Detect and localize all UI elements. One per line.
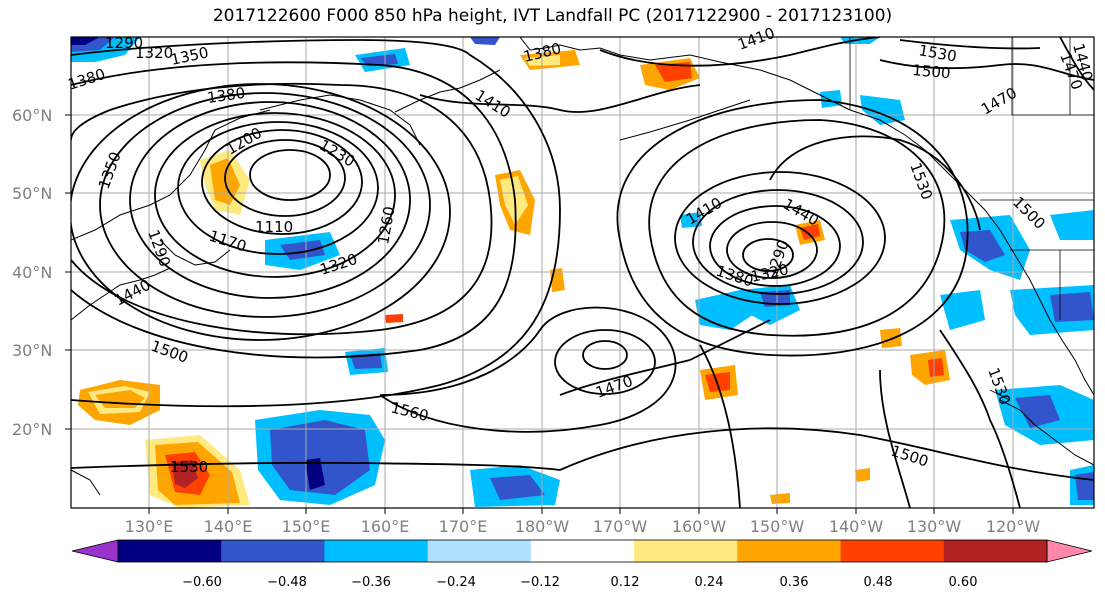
colorbar-cell [840,540,945,562]
map-panel: 1290 1320 1350 1380 1380 1350 1290 1170 … [12,24,1096,536]
contour-label: 1290 [105,34,143,52]
lon-label: 140°W [829,517,884,536]
colorbar-tick: 0.48 [864,575,893,590]
longitude-labels: 130°E 140°E 150°E 160°E 170°E 180°W 170°… [125,517,1041,536]
colorbar-tick: −0.48 [267,575,307,590]
colorbar-cell [118,540,222,562]
colorbar: −0.60 −0.48 −0.36 −0.24 −0.12 0.12 0.24 … [71,539,1093,590]
colorbar-cell [530,540,635,562]
contour-label: 1380 [206,84,246,107]
lon-label: 130°E [125,517,174,536]
contour-label: 1500 [912,61,952,82]
lon-label: 120°W [986,517,1041,536]
lat-label: 50°N [12,184,52,203]
lon-label: 170°W [593,517,648,536]
lon-label: 140°E [204,517,253,536]
lon-label: 160°W [672,517,727,536]
colorbar-tick-labels: −0.60 −0.48 −0.36 −0.24 −0.12 0.12 0.24 … [182,575,977,590]
colorbar-tick: 0.60 [949,575,978,590]
colorbar-cell [427,540,532,562]
colorbar-tick: −0.36 [351,575,391,590]
latitude-labels: 60°N 50°N 40°N 30°N 20°N [12,106,52,439]
contour-label: 1110 [255,218,293,236]
colorbar-cell [634,540,738,562]
lat-label: 40°N [12,263,52,282]
colorbar-cell [221,540,325,562]
graticule [71,37,1094,508]
height-contours [71,37,1094,508]
colorbar-cell [324,540,429,562]
colorbar-outline [117,539,1048,563]
coastlines [71,37,1094,496]
lat-label: 20°N [12,420,52,439]
axis-ticks [65,114,1014,514]
borders [849,37,1094,401]
lon-label: 150°E [282,517,331,536]
lat-label: 30°N [12,341,52,360]
colorbar-tick: −0.24 [436,575,476,590]
map-title: 2017122600 F000 850 hPa height, IVT Land… [212,6,893,26]
contour-label: 1320 [135,44,173,62]
lon-label: 150°W [750,517,805,536]
colorbar-extend-low [71,539,119,563]
colorbar-tick: 0.36 [780,575,809,590]
colorbar-tick: 0.12 [611,575,640,590]
colorbar-cell [943,540,1048,562]
colorbar-cell [737,540,842,562]
lon-label: 160°E [361,517,410,536]
colorbar-tick: 0.24 [695,575,724,590]
ivt-shading [71,37,1094,508]
lon-label: 170°E [439,517,488,536]
lat-label: 60°N [12,106,52,125]
colorbar-tick: −0.12 [520,575,560,590]
colorbar-extend-high [1046,539,1093,563]
lon-label: 180°W [515,517,570,536]
contour-label: 1530 [170,458,208,476]
colorbar-tick: −0.60 [182,575,222,590]
lon-label: 130°W [907,517,962,536]
